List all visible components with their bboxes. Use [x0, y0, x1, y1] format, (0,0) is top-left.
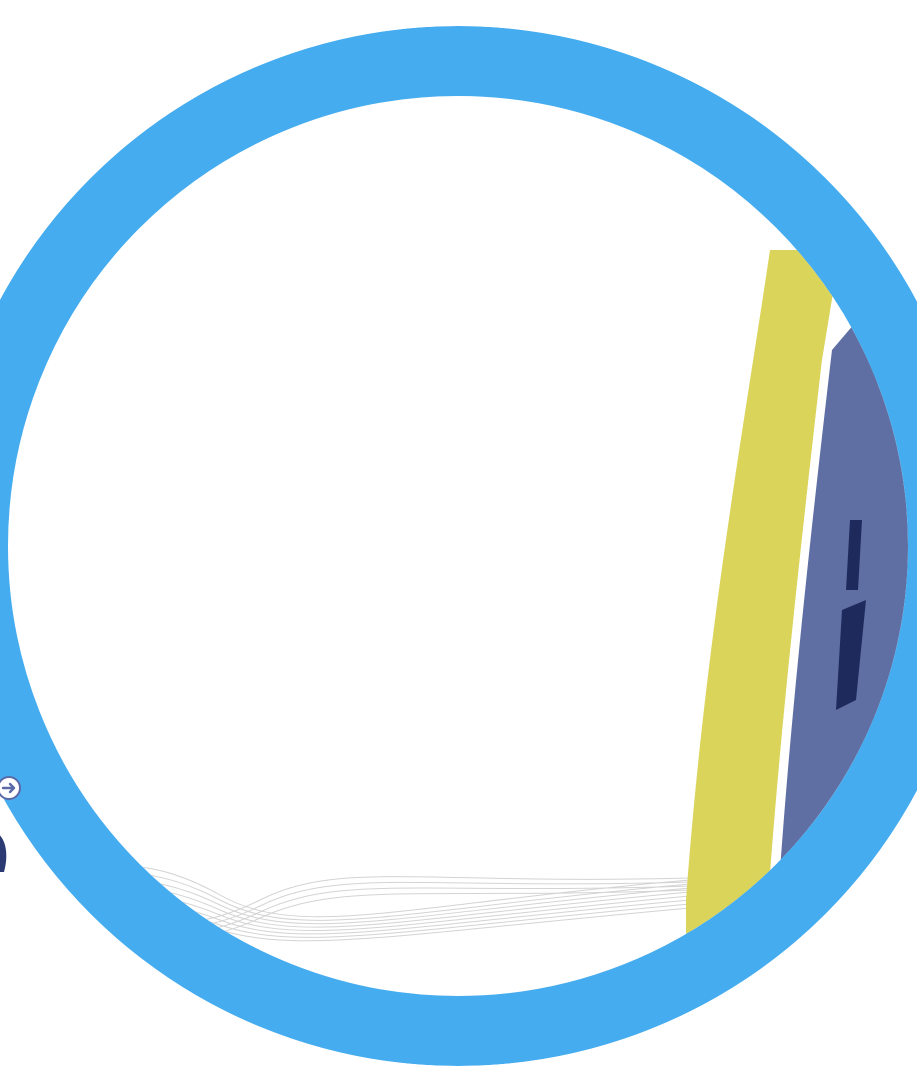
- lens-ring: [0, 26, 917, 1066]
- partial-navy-shape: [0, 835, 7, 872]
- dark-stripe-1: [846, 520, 862, 590]
- yellow-curved-band: [686, 250, 840, 996]
- dark-stripe-2: [836, 600, 866, 710]
- arrow-right-circle-icon[interactable]: [0, 773, 24, 803]
